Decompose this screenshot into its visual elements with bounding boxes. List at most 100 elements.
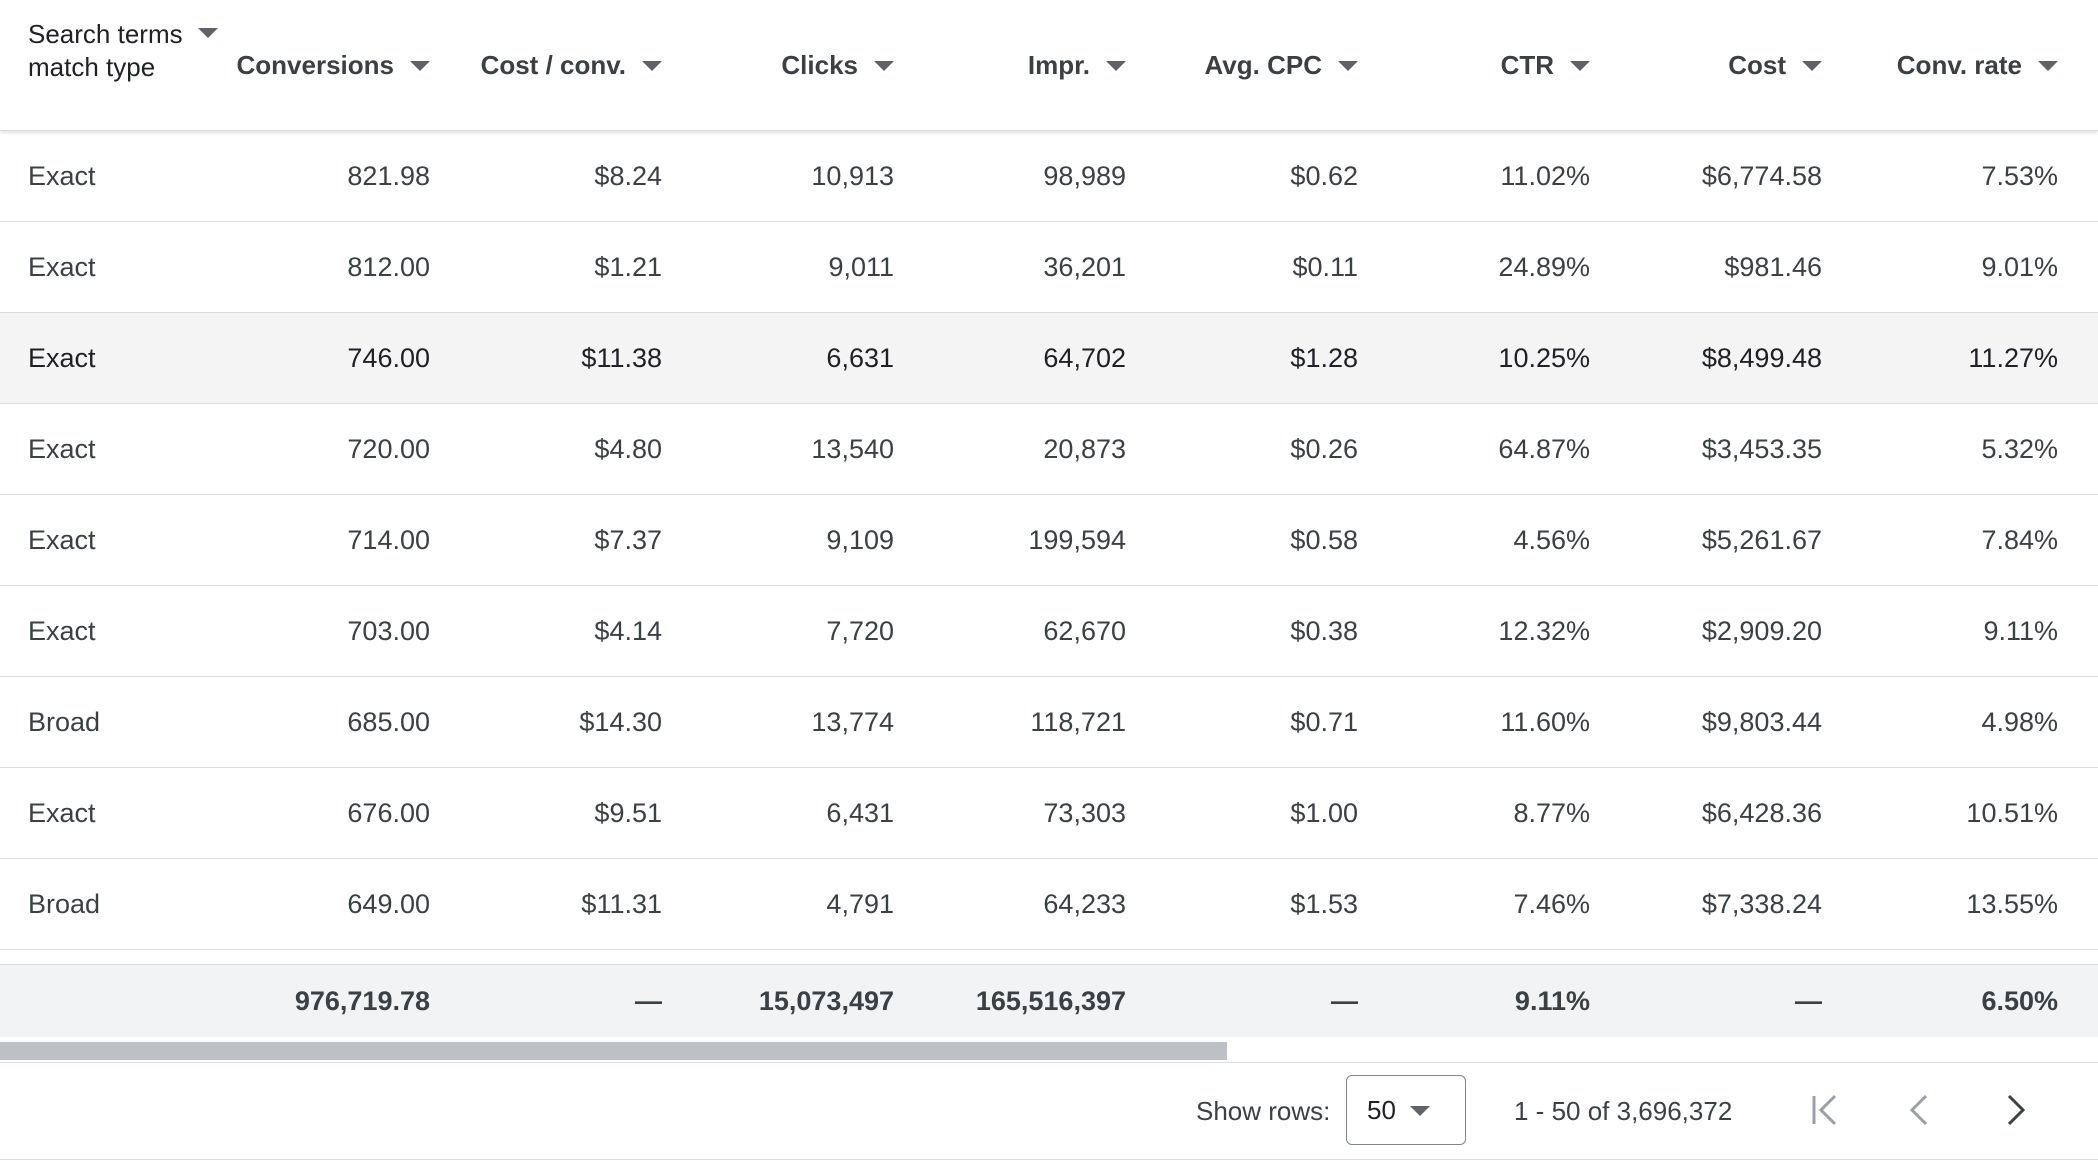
cell-impr: 64,702 [1043,343,1126,373]
table-row[interactable]: Exact 746.00 $11.38 6,631 64,702 $1.28 10.25% $… [0,313,2098,404]
cell-cost: $6,428.36 [1701,798,1822,828]
column-header-cost-per-conv[interactable]: Cost / conv. [470,0,702,130]
table-row[interactable]: Broad 649.00 $11.31 4,791 64,233 $1.53 7.46% $7… [0,859,2098,950]
arrow-drop-down-icon[interactable] [2038,61,2058,71]
cell-match-type: Exact [28,525,96,555]
arrow-drop-down-icon[interactable] [1802,61,1822,71]
cell-cost: $981.46 [1724,252,1822,282]
cell-conversions: 676.00 [347,798,430,828]
chevron-right-icon [2007,1094,2026,1126]
cell-match-type: Broad [28,889,101,919]
cell-avg-cpc: $0.26 [1290,434,1358,464]
cell-match-type: Exact [28,161,96,191]
cell-conversions: 703.00 [347,616,430,646]
table-row[interactable]: Exact 676.00 $9.51 6,431 73,303 $1.00 8.77% $6,… [0,768,2098,859]
table-row[interactable]: Exact 720.00 $4.80 13,540 20,873 $0.26 64.87% $… [0,404,2098,495]
column-header-label: Avg. CPC [1204,49,1323,80]
cell-conversions: 714.00 [347,525,430,555]
cell-conv-rate: 13.55% [1966,889,2058,919]
column-header-ctr[interactable]: CTR [1398,0,1630,130]
next-page-button[interactable] [1982,1077,2048,1143]
column-header-impr[interactable]: Impr. [934,0,1166,130]
table-row[interactable]: Broad 685.00 $14.30 13,774 118,721 $0.71 11.60… [0,677,2098,768]
column-header-conversions[interactable]: Conversions [237,0,470,130]
table-row[interactable]: Exact 703.00 $4.14 7,720 62,670 $0.38 12.32% $2… [0,586,2098,677]
cell-conv-rate: 7.84% [1981,525,2058,555]
arrow-drop-down-icon[interactable] [1106,61,1126,71]
cell-ctr: 12.32% [1498,616,1590,646]
cell-cost-per-conv: $11.31 [581,889,662,919]
table-row[interactable]: Exact 812.00 $1.21 9,011 36,201 $0.11 24.89% $9… [0,222,2098,313]
cell-cost: $2,909.20 [1701,616,1822,646]
previous-page-button[interactable] [1887,1077,1953,1143]
arrow-drop-down-icon[interactable] [410,61,430,71]
rows-per-page-select[interactable]: 50 [1346,1075,1466,1145]
arrow-drop-down-icon[interactable] [642,61,662,71]
cell-cost: $7,338.24 [1701,889,1822,919]
table-body: Exact 821.98 $8.24 10,913 98,989 $0.62 11.02% $… [0,131,2098,950]
cell-cost: $3,453.35 [1701,434,1822,464]
table-row[interactable]: Exact 714.00 $7.37 9,109 199,594 $0.58 4.56% $5… [0,495,2098,586]
cell-impr: 62,670 [1043,616,1126,646]
column-header-label: Search terms match type [28,19,183,82]
cell-clicks: 9,011 [828,252,894,282]
column-header-label: Cost [1728,49,1786,80]
arrow-drop-down-icon[interactable] [1338,61,1358,71]
cell-avg-cpc: $1.53 [1290,889,1358,919]
cell-ctr: 8.77% [1513,798,1590,828]
cell-clicks: 7,720 [826,616,894,646]
cell-clicks: 4,791 [826,889,894,919]
cell-ctr: 64.87% [1498,434,1590,464]
cell-cost-per-conv: $11.38 [581,343,662,373]
scrollbar-thumb[interactable] [0,1042,1227,1060]
table-row[interactable]: Exact 821.98 $8.24 10,913 98,989 $0.62 11.02% $… [0,131,2098,222]
column-header-clicks[interactable]: Clicks [702,0,934,130]
cell-match-type: Exact [28,343,96,373]
cell-cost: $6,774.58 [1701,161,1822,191]
cell-impr: 64,233 [1043,889,1126,919]
cell-cost-per-conv: $9.51 [594,798,662,828]
table-pagination-footer: Show rows: 50 1 - 50 of 3,696,372 [0,1063,2098,1160]
cell-conv-rate: 4.98% [1981,707,2058,737]
column-header-label: Conv. rate [1896,49,2022,80]
table-header: Search terms match type Conversions Cost /… [0,0,2098,131]
arrow-drop-down-icon [1409,1106,1430,1116]
cell-conversions: 649.00 [347,889,430,919]
cell-clicks: 6,431 [826,798,894,828]
arrow-drop-down-icon[interactable] [874,61,894,71]
horizontal-scrollbar[interactable] [0,1042,2098,1063]
rows-per-page-value: 50 [1367,1094,1396,1125]
cell-avg-cpc: $0.58 [1290,525,1358,555]
column-header-match-type[interactable]: Search terms match type [0,0,238,130]
first-page-button[interactable] [1792,1077,1858,1143]
cell-avg-cpc: $0.11 [1292,252,1358,282]
column-header-conv-rate[interactable]: Conv. rate [1862,0,2098,130]
cell-ctr: 24.89% [1498,252,1590,282]
cell-avg-cpc: $1.28 [1290,343,1358,373]
cell-ctr: 7.46% [1513,889,1590,919]
show-rows-label: Show rows: [1196,1096,1331,1126]
cell-cost-per-conv: $1.21 [594,252,662,282]
cell-avg-cpc: $0.62 [1290,161,1358,191]
cell-conv-rate: 5.32% [1981,434,2058,464]
total-cost: — [1795,985,1822,1016]
arrow-drop-down-icon[interactable] [198,28,218,38]
cell-ctr: 10.25% [1498,343,1590,373]
cell-impr: 118,721 [1030,707,1126,737]
cell-clicks: 10,913 [811,161,894,191]
cell-cost-per-conv: $8.24 [594,161,662,191]
cell-avg-cpc: $0.38 [1290,616,1358,646]
cell-cost: $8,499.48 [1701,343,1822,373]
cell-cost-per-conv: $14.30 [579,707,662,737]
arrow-drop-down-icon[interactable] [1570,61,1590,71]
cell-clicks: 13,774 [811,707,894,737]
cell-conversions: 812.00 [347,252,430,282]
column-header-avg-cpc[interactable]: Avg. CPC [1166,0,1398,130]
cell-impr: 36,201 [1043,252,1126,282]
cell-clicks: 6,631 [826,343,894,373]
first-page-icon [1812,1094,1837,1126]
cell-conv-rate: 11.27% [1968,343,2058,373]
column-header-cost[interactable]: Cost [1630,0,1862,130]
table-totals-row: 976,719.78 — 15,073,497 165,516,397 — 9.11% — 6… [0,964,2098,1037]
